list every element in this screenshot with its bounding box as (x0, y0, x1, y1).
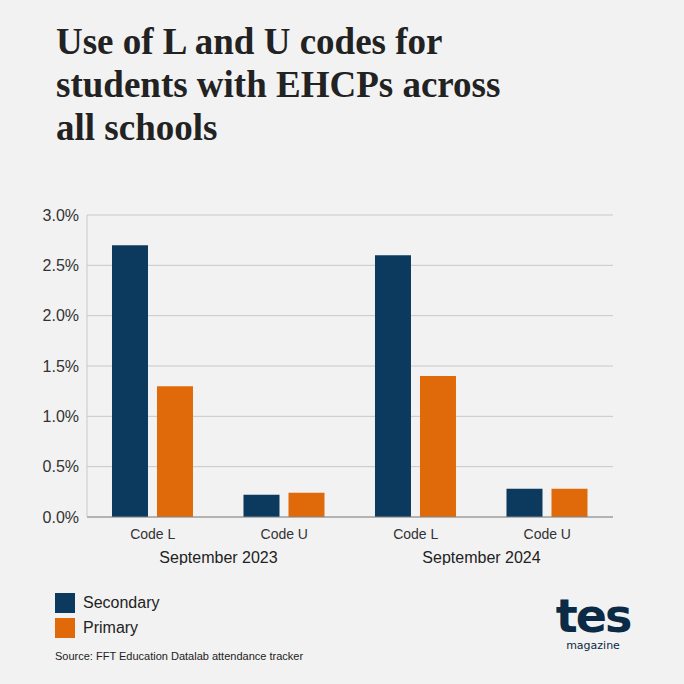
svg-text:September 2023: September 2023 (159, 549, 277, 565)
html-text:Secondary: Secondary (83, 593, 160, 611)
html-text:Primary: Primary (83, 618, 139, 636)
svg-text:2.5%: 2.5% (43, 257, 79, 274)
svg-text:1.0%: 1.0% (43, 408, 79, 425)
svg-text:Code U: Code U (524, 526, 571, 542)
html-text:Use of L and U codes for stude: Use of L and U codes for students with E… (56, 21, 501, 148)
html-text:magazine: magazine (566, 639, 620, 652)
html-text:tes: tes (555, 589, 631, 643)
html-text:Source: FFT Education Datalab: Source: FFT Education Datalab attendance… (55, 650, 303, 662)
svg-text:Code L: Code L (130, 526, 175, 542)
svg-text:0.5%: 0.5% (43, 458, 79, 475)
svg-text:September 2024: September 2024 (422, 549, 540, 565)
svg-text:2.0%: 2.0% (43, 307, 79, 324)
svg-text:0.0%: 0.0% (43, 509, 79, 526)
svg-text:Code U: Code U (261, 526, 308, 542)
svg-text:1.5%: 1.5% (43, 358, 79, 375)
svg-text:Code L: Code L (393, 526, 438, 542)
svg-text:3.0%: 3.0% (43, 207, 79, 224)
